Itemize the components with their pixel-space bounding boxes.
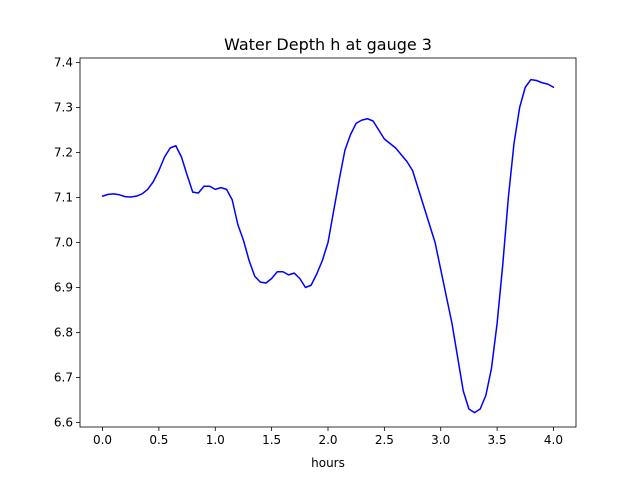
x-tick-label: 3.0 [431, 433, 450, 447]
y-tick-label: 7.3 [54, 101, 73, 115]
y-tick-label: 7.0 [54, 236, 73, 250]
y-tick-label: 7.1 [54, 191, 73, 205]
chart-title: Water Depth h at gauge 3 [224, 35, 432, 54]
x-axis-label: hours [311, 456, 345, 470]
y-tick-label: 6.8 [54, 326, 73, 340]
y-axis-ticks: 6.6 6.7 6.8 6.9 7.0 7.1 7.2 7.3 7.4 [54, 56, 80, 430]
x-tick-label: 1.0 [206, 433, 225, 447]
series-line-0 [101, 78, 555, 414]
x-tick-label: 2.0 [318, 433, 337, 447]
x-tick-label: 0.0 [93, 433, 112, 447]
plot-area [79, 57, 577, 428]
x-axis-ticks: 0.0 0.5 1.0 1.5 2.0 2.5 3.0 3.5 4.0 [93, 427, 563, 447]
y-tick-label: 6.7 [54, 371, 73, 385]
x-tick-label: 0.5 [149, 433, 168, 447]
x-tick-label: 4.0 [544, 433, 563, 447]
y-tick-label: 6.9 [54, 281, 73, 295]
y-tick-label: 7.2 [54, 146, 73, 160]
x-tick-label: 3.5 [488, 433, 507, 447]
y-tick-label: 7.4 [54, 56, 73, 70]
y-tick-label: 6.6 [54, 416, 73, 430]
x-tick-label: 2.5 [375, 433, 394, 447]
x-tick-label: 1.5 [262, 433, 281, 447]
